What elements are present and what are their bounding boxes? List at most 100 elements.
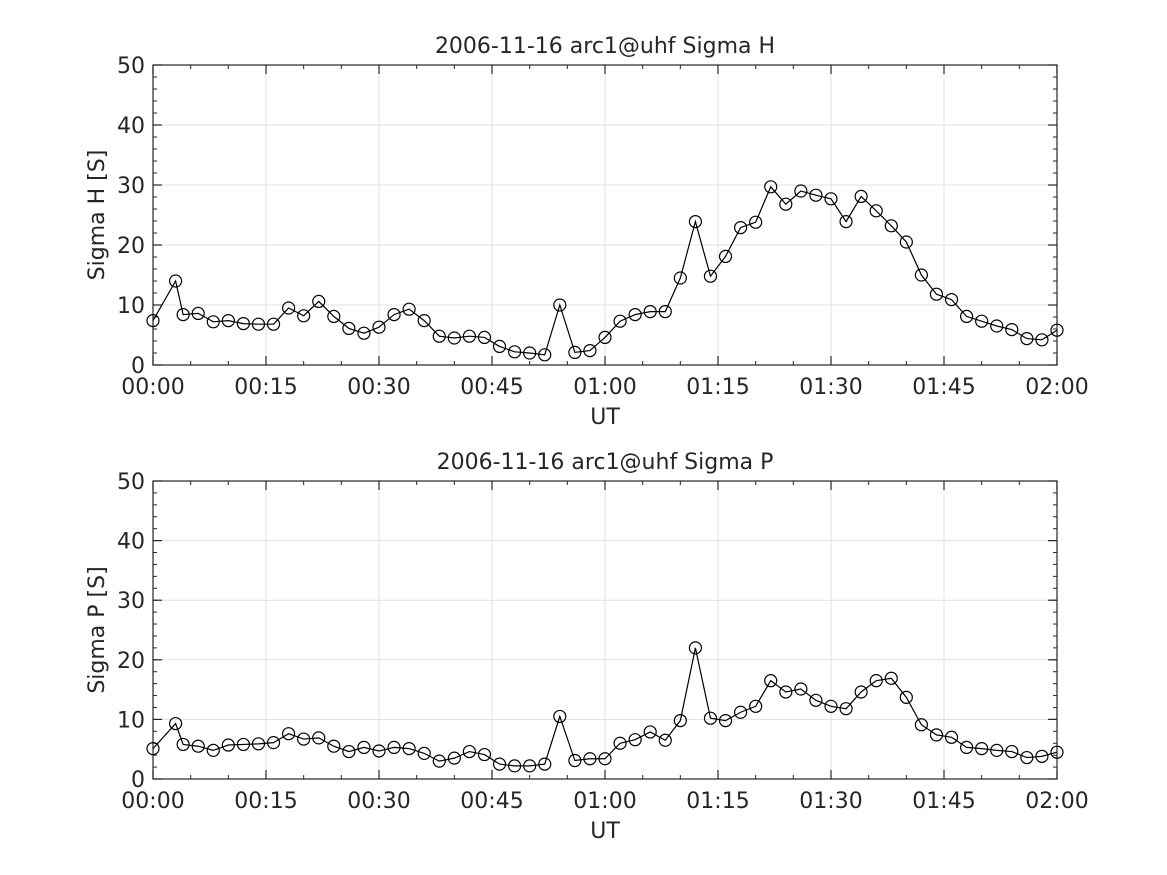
sigma-h-data-point [342, 321, 356, 335]
sigma-p-data-point [462, 744, 476, 759]
sigma-h-data-point [417, 314, 431, 328]
sigma-p-x-tick-label: 01:15 [686, 789, 749, 814]
sigma-h-x-tick-label: 00:45 [460, 375, 523, 400]
sigma-p-x-tick-label: 01:00 [573, 789, 636, 814]
sigma-h-data-point [523, 346, 537, 360]
sigma-p-data-point [357, 740, 371, 755]
sigma-p-x-tick-label: 00:30 [347, 789, 410, 814]
sigma-h-axes-box [152, 64, 1058, 366]
sigma-p-data-point [1035, 749, 1049, 763]
sigma-h-data-point [432, 329, 446, 343]
sigma-p-data-point [809, 693, 823, 707]
sigma-h-series-line [152, 185, 1058, 356]
sigma-p-data-point [176, 737, 190, 752]
sigma-h-data-point [169, 274, 183, 288]
sigma-p-data-point [169, 716, 183, 731]
sigma-p-data-point [899, 690, 913, 704]
sigma-h-data-point [688, 215, 703, 229]
sigma-h-data-point [643, 305, 657, 319]
sigma-h-y-axis-label: Sigma H [S] [85, 150, 110, 281]
sigma-h-data-point [598, 330, 612, 344]
sigma-p-data-point [1050, 745, 1064, 759]
sigma-p-data-point [327, 739, 341, 753]
sigma-p-data-point [854, 685, 868, 699]
sigma-p-data-point [944, 730, 959, 744]
sigma-h-x-tick-label: 01:00 [573, 375, 636, 400]
sigma-p-data-point [447, 751, 461, 765]
sigma-h-data-point [477, 330, 492, 344]
sigma-h-data-point [553, 298, 567, 312]
sigma-p-y-tick-label: 20 [117, 649, 145, 674]
sigma-h-data-point [538, 348, 552, 362]
sigma-p-data-point [538, 757, 552, 771]
sigma-p-y-tick-label: 10 [117, 708, 145, 733]
sigma-h-data-point [327, 309, 341, 323]
sigma-h-data-point [568, 345, 582, 359]
sigma-p-chart-title: 2006-11-16 arc1@uhf Sigma P [437, 450, 774, 475]
sigma-h-data-point [764, 180, 778, 194]
sigma-p-x-tick-label: 02:00 [1025, 789, 1088, 814]
sigma-p-axes-box [152, 480, 1058, 780]
sigma-p-data-point [688, 641, 703, 655]
sigma-p-data-point [342, 744, 356, 759]
sigma-p-data-point [975, 742, 989, 756]
sigma-p-data-point [221, 738, 235, 752]
sigma-h-data-point [191, 306, 205, 320]
sigma-p-data-point [929, 728, 944, 742]
sigma-h-x-tick-label: 00:00 [121, 375, 184, 400]
sigma-h-data-point [387, 308, 401, 322]
sigma-h-data-point [733, 221, 748, 235]
sigma-h-y-tick-label: 40 [117, 114, 145, 139]
sigma-h-y-tick-label: 20 [117, 234, 145, 259]
sigma-p-panel: 00:00 00:15 00:30 00:45 01:00 01:15 01:30 01:45… [85, 450, 1089, 844]
sigma-p-data-point [417, 746, 431, 760]
sigma-h-x-axis-label: UT [590, 405, 620, 430]
sigma-h-data-point [372, 320, 386, 334]
sigma-h-data-point [613, 314, 627, 328]
sigma-h-y-tick-label: 10 [117, 294, 145, 319]
sigma-h-data-point [1050, 323, 1064, 337]
sigma-h-data-point [492, 339, 507, 353]
sigma-p-y-axis-label: Sigma P [S] [85, 566, 110, 693]
sigma-p-y-tick-label: 0 [131, 768, 145, 793]
sigma-h-data-point [282, 301, 296, 315]
sigma-p-data-point [779, 685, 793, 699]
sigma-p-y-tick-label: 50 [117, 470, 145, 495]
sigma-h-data-point [869, 204, 883, 218]
sigma-p-data-point [613, 736, 627, 750]
sigma-h-data-point [899, 235, 913, 249]
sigma-p-data-point [598, 752, 612, 766]
sigma-p-data-point [914, 718, 929, 732]
sigma-h-data-point [236, 317, 250, 331]
sigma-p-data-point [282, 727, 296, 741]
sigma-h-data-point [447, 331, 461, 345]
sigma-h-data-point [839, 215, 853, 229]
sigma-h-x-tick-label: 01:45 [912, 375, 975, 400]
sigma-p-data-point [658, 733, 672, 747]
sigma-h-data-point [854, 189, 868, 203]
sigma-h-data-point [206, 315, 220, 329]
sigma-h-data-point [1035, 333, 1049, 347]
sigma-p-data-point [432, 754, 446, 768]
sigma-p-x-tick-label: 00:00 [121, 789, 184, 814]
sigma-p-y-tick-label: 40 [117, 530, 145, 555]
sigma-p-data-point [387, 740, 401, 755]
sigma-h-data-point [779, 197, 793, 211]
sigma-p-data-point [869, 674, 883, 688]
sigma-p-data-point [236, 737, 250, 752]
sigma-h-y-tick-label: 50 [117, 54, 145, 79]
sigma-h-data-point [929, 287, 944, 301]
sigma-p-x-axis-label: UT [590, 819, 620, 844]
sigma-h-data-point [749, 215, 763, 229]
sigma-h-data-point [673, 271, 687, 285]
sigma-h-data-point [990, 319, 1004, 333]
sigma-h-data-point [959, 309, 974, 323]
sigma-p-data-point [507, 759, 522, 773]
sigma-p-data-point [703, 711, 718, 725]
sigma-p-data-point [266, 736, 281, 750]
sigma-p-data-point [718, 713, 733, 728]
sigma-h-x-tick-label: 02:00 [1025, 375, 1088, 400]
sigma-p-y-tick-label: 30 [117, 589, 145, 614]
sigma-h-data-point [1005, 323, 1019, 337]
